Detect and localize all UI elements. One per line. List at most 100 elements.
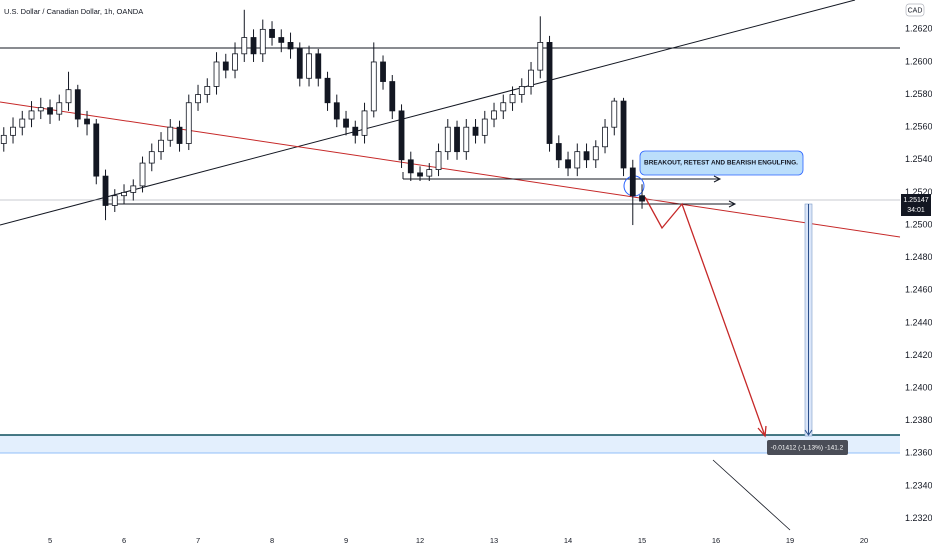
candle-body (259, 28, 266, 55)
candle-body (370, 61, 377, 112)
candle-body (56, 102, 63, 115)
y-tick-label: 1.23600 (905, 448, 932, 458)
candle-body (185, 102, 192, 144)
arrow-head (713, 175, 722, 183)
candle-body (287, 42, 294, 50)
candle-body (102, 175, 109, 206)
x-tick-label: 16 (712, 536, 720, 545)
candle-body (278, 37, 285, 43)
candle-body (620, 100, 627, 169)
currency-box (905, 3, 925, 17)
candle-body (139, 162, 146, 187)
candle-body (426, 169, 433, 177)
candle-body (639, 195, 645, 202)
candle-body (222, 61, 229, 71)
last-price-box (901, 194, 931, 216)
y-tick-label: 1.24400 (905, 317, 932, 327)
currency: CAD (908, 7, 923, 14)
x-tick-label: 20 (860, 536, 868, 545)
candle-body (389, 81, 396, 112)
projection-path (644, 196, 766, 437)
arrow-head (757, 425, 767, 438)
candle-body (629, 167, 636, 197)
candle-body (130, 185, 137, 193)
candle-body (0, 134, 7, 144)
y-tick-label: 1.25400 (905, 154, 932, 164)
y-tick-label: 1.23800 (905, 415, 932, 425)
measure-label: -0.01412 (-1.13%) -141.2 (771, 445, 844, 452)
candle-body (509, 94, 516, 104)
candle-body (500, 102, 507, 112)
candle-body (167, 126, 174, 141)
y-tick-label: 1.24000 (905, 382, 932, 392)
annotation-box (639, 150, 804, 176)
candle-body (407, 159, 414, 174)
y-tick-label: 1.25600 (905, 122, 932, 132)
candle-body (269, 28, 275, 38)
candle-body (463, 126, 470, 153)
x-tick-label: 8 (270, 536, 274, 545)
candle-body (84, 118, 90, 125)
x-tick-label: 7 (196, 536, 200, 545)
y-tick-label: 1.23400 (905, 480, 932, 490)
y-tick-label: 1.26200 (905, 24, 932, 34)
y-tick-label: 1.26000 (905, 56, 932, 66)
candle-body (565, 159, 571, 169)
candle-body (148, 151, 155, 164)
y-tick-label: 1.24800 (905, 252, 932, 262)
candle-body (454, 126, 460, 153)
arrow-head (804, 429, 813, 436)
candle-body (232, 53, 238, 71)
candle-body (352, 126, 359, 136)
candle-body (546, 42, 553, 144)
candle-body (398, 110, 405, 161)
candle-body (93, 123, 100, 177)
candle-body (37, 107, 44, 112)
candle-body (111, 195, 118, 206)
y-tick-label: 1.23200 (905, 513, 932, 523)
annotation: BREAKOUT, RETEST AND BEARISH ENGULFING. (644, 160, 798, 167)
candle-body (555, 143, 562, 161)
candle-body (250, 37, 257, 55)
candle-body (417, 172, 423, 177)
candle-body (574, 151, 581, 169)
candle-body (592, 146, 599, 161)
candle-body (19, 118, 26, 128)
candle-body (528, 69, 534, 87)
candle-body (491, 110, 497, 120)
candle-body (611, 100, 618, 128)
y-tick-label: 1.25000 (905, 219, 932, 229)
candle-body (65, 89, 72, 104)
candle-body (343, 118, 349, 128)
candle-body (176, 126, 183, 144)
x-tick-label: 13 (490, 536, 498, 545)
target-zone (0, 435, 900, 453)
candle-body (324, 77, 331, 104)
candle-body (361, 110, 368, 136)
candle-body (195, 94, 201, 104)
arrow-head (728, 200, 737, 208)
x-tick-label: 9 (344, 536, 348, 545)
candle-body (472, 126, 479, 136)
candle-body (315, 53, 322, 79)
candle-body (306, 53, 312, 79)
candle-body (47, 107, 53, 115)
line (712, 459, 791, 531)
y-tick-label: 1.24600 (905, 285, 932, 295)
candle-body (435, 151, 442, 171)
y-tick-label: 1.25200 (905, 187, 932, 197)
y-tick-label: 1.25800 (905, 89, 932, 99)
candle-body (518, 86, 525, 95)
candle-body (583, 151, 590, 161)
x-tick-label: 5 (48, 536, 52, 545)
x-tick-label: 15 (638, 536, 646, 545)
candle-body (602, 126, 608, 148)
candle-body (213, 61, 220, 87)
countdown: 34:01 (907, 207, 925, 214)
candle-body (10, 126, 16, 136)
x-tick-label: 6 (122, 536, 126, 545)
measure-box (767, 440, 848, 455)
candle-body (74, 89, 81, 120)
